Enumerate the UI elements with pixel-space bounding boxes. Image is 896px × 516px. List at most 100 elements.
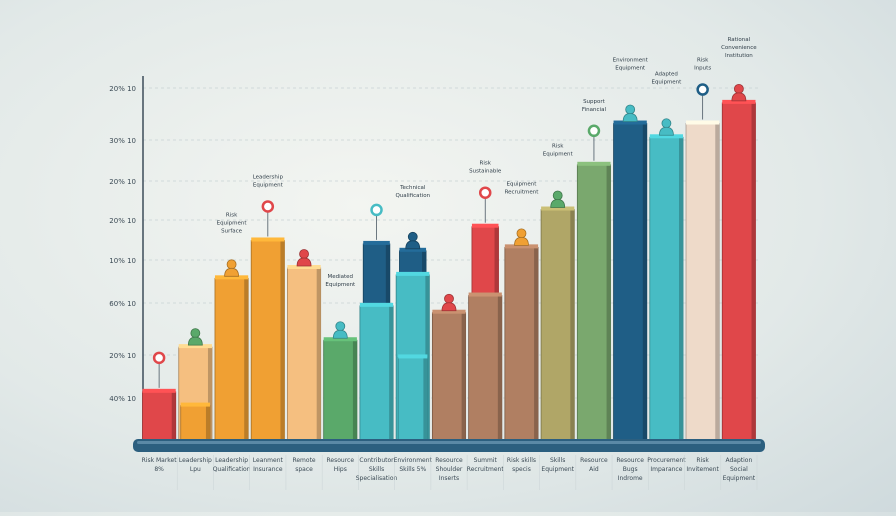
- bar-10-body: [504, 246, 539, 441]
- pin-icon: [152, 351, 166, 365]
- bar-front-7-body: [397, 357, 428, 441]
- svg-text:Equipment: Equipment: [651, 79, 682, 85]
- bar-12: [576, 161, 611, 441]
- pin-icon: [370, 203, 383, 217]
- bar-9-body: [468, 295, 503, 441]
- bar-marker-16: [731, 83, 747, 102]
- bar-0: [142, 388, 177, 441]
- person-icon: [733, 83, 744, 94]
- person-icon: [226, 259, 237, 270]
- svg-text:Risk Market: Risk Market: [142, 457, 178, 464]
- annotation-9: Adapted Equipment: [651, 71, 682, 85]
- annotation-11: Rational Convenience Institution: [721, 37, 757, 59]
- person-icon: [407, 231, 418, 242]
- bar-10-side: [534, 247, 539, 440]
- person-icon: [661, 118, 672, 129]
- bar-8-cap: [432, 309, 466, 314]
- bar-6-side: [389, 305, 394, 440]
- svg-text:Environment: Environment: [613, 58, 649, 64]
- bar-5-side: [352, 340, 357, 440]
- person-icon: [444, 293, 454, 304]
- bar-0-body: [142, 391, 177, 441]
- svg-text:Equipment: Equipment: [507, 181, 538, 187]
- bar-6-body: [359, 305, 394, 441]
- annotation-6: Risk Equipment: [543, 144, 574, 158]
- y-tick-label: 20% 10: [109, 178, 136, 186]
- bar-11-body: [540, 209, 575, 441]
- svg-text:Technical: Technical: [399, 185, 426, 191]
- svg-text:Equipment: Equipment: [325, 282, 356, 288]
- bar-marker-1: [187, 328, 203, 346]
- person-icon: [335, 321, 346, 332]
- bar-front-1: [180, 402, 211, 441]
- bar-back-9-cap: [471, 223, 499, 228]
- svg-text:Support: Support: [583, 99, 606, 105]
- svg-text:Lpu: Lpu: [190, 466, 201, 473]
- x-tick-label-1: Leadership Lpu: [179, 455, 214, 490]
- bar-9-cap: [468, 292, 502, 297]
- annotation-2: Mediated Equipment: [325, 274, 356, 288]
- bar-10-cap: [504, 244, 539, 249]
- bar-16-side: [751, 102, 756, 440]
- bar-marker-14: [659, 118, 674, 136]
- svg-text:Equipment: Equipment: [541, 466, 574, 473]
- annotation-3: Technical Qualification: [395, 185, 430, 199]
- svg-text:Risk: Risk: [696, 457, 709, 464]
- bar-5-body: [323, 339, 358, 441]
- bar-7-cap: [396, 271, 430, 276]
- svg-text:Leadership: Leadership: [215, 457, 248, 464]
- svg-text:Imparance: Imparance: [650, 466, 682, 473]
- pin-icon: [478, 186, 492, 199]
- bar-12-side: [606, 164, 611, 441]
- svg-text:Recruitment: Recruitment: [505, 189, 540, 195]
- svg-text:Resource: Resource: [616, 457, 644, 464]
- bar-8-side: [461, 312, 466, 440]
- svg-text:Resource: Resource: [327, 457, 355, 464]
- bar-2-body: [214, 277, 249, 441]
- bar-2: [214, 275, 249, 441]
- bar-marker-5: [332, 321, 348, 339]
- bar-10: [504, 244, 539, 441]
- x-tick-label-16: Adaption Social Equipment: [723, 455, 758, 490]
- bar-marker-4: [296, 249, 312, 267]
- bar-marker-6: [370, 203, 383, 240]
- bar-12-cap: [577, 161, 611, 166]
- svg-text:Surface: Surface: [221, 228, 243, 234]
- svg-text:Equipment: Equipment: [615, 66, 646, 72]
- x-tick-label-7: Environment Skills 5%: [394, 455, 433, 490]
- bar-11: [540, 206, 575, 441]
- bar-4-body: [287, 267, 322, 441]
- bar-5: [323, 337, 358, 441]
- bar-front-7-cap: [398, 354, 428, 359]
- svg-text:Leadership: Leadership: [253, 174, 284, 180]
- bar-15-cap: [686, 120, 720, 125]
- svg-text:Adaption: Adaption: [725, 457, 752, 464]
- bar-front-1-cap: [180, 402, 210, 407]
- bar-4-side: [316, 268, 321, 440]
- svg-text:Inserts: Inserts: [439, 475, 459, 482]
- bar-front-7-side: [423, 357, 428, 440]
- bar-14-cap: [649, 134, 684, 139]
- bar-2-cap: [214, 275, 249, 280]
- bar-9-side: [497, 295, 502, 440]
- x-tick-label-12: Resource Aid: [580, 455, 613, 490]
- svg-text:Qualification: Qualification: [395, 193, 430, 199]
- x-tick-label-3: Leanment Insurance: [253, 455, 287, 490]
- svg-text:Risk: Risk: [552, 144, 564, 150]
- bar-marker-2: [224, 259, 239, 277]
- svg-text:Equipment: Equipment: [723, 475, 756, 482]
- bar-5-cap: [323, 337, 357, 342]
- svg-text:Invitement: Invitement: [686, 466, 719, 473]
- x-tick-label-10: Risk skills specis: [507, 455, 540, 490]
- svg-text:Skills: Skills: [369, 466, 384, 473]
- y-tick-label: 20% 10: [109, 85, 136, 93]
- svg-text:Recruitment: Recruitment: [467, 466, 505, 473]
- annotation-0: Risk Equipment Surface: [217, 212, 248, 234]
- annotation-5: Equipment Recruitment: [505, 181, 540, 195]
- bar-11-cap: [541, 206, 575, 211]
- bar-13-body: [613, 123, 648, 441]
- bar-16: [721, 99, 756, 441]
- bar-6: [359, 302, 394, 441]
- bar-4: [287, 265, 322, 441]
